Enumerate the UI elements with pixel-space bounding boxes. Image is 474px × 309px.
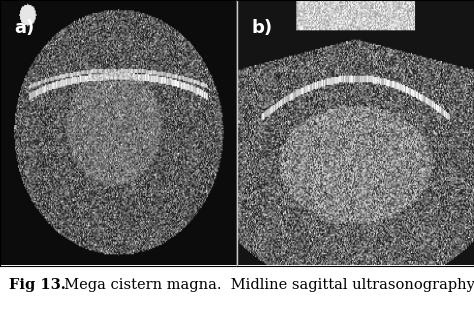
Text: a): a) <box>14 19 35 36</box>
Text: Mega cistern magna.  Midline sagittal ultrasonography: Mega cistern magna. Midline sagittal ult… <box>55 278 474 292</box>
Text: b): b) <box>252 19 273 36</box>
Text: Fig 13.: Fig 13. <box>9 278 66 292</box>
